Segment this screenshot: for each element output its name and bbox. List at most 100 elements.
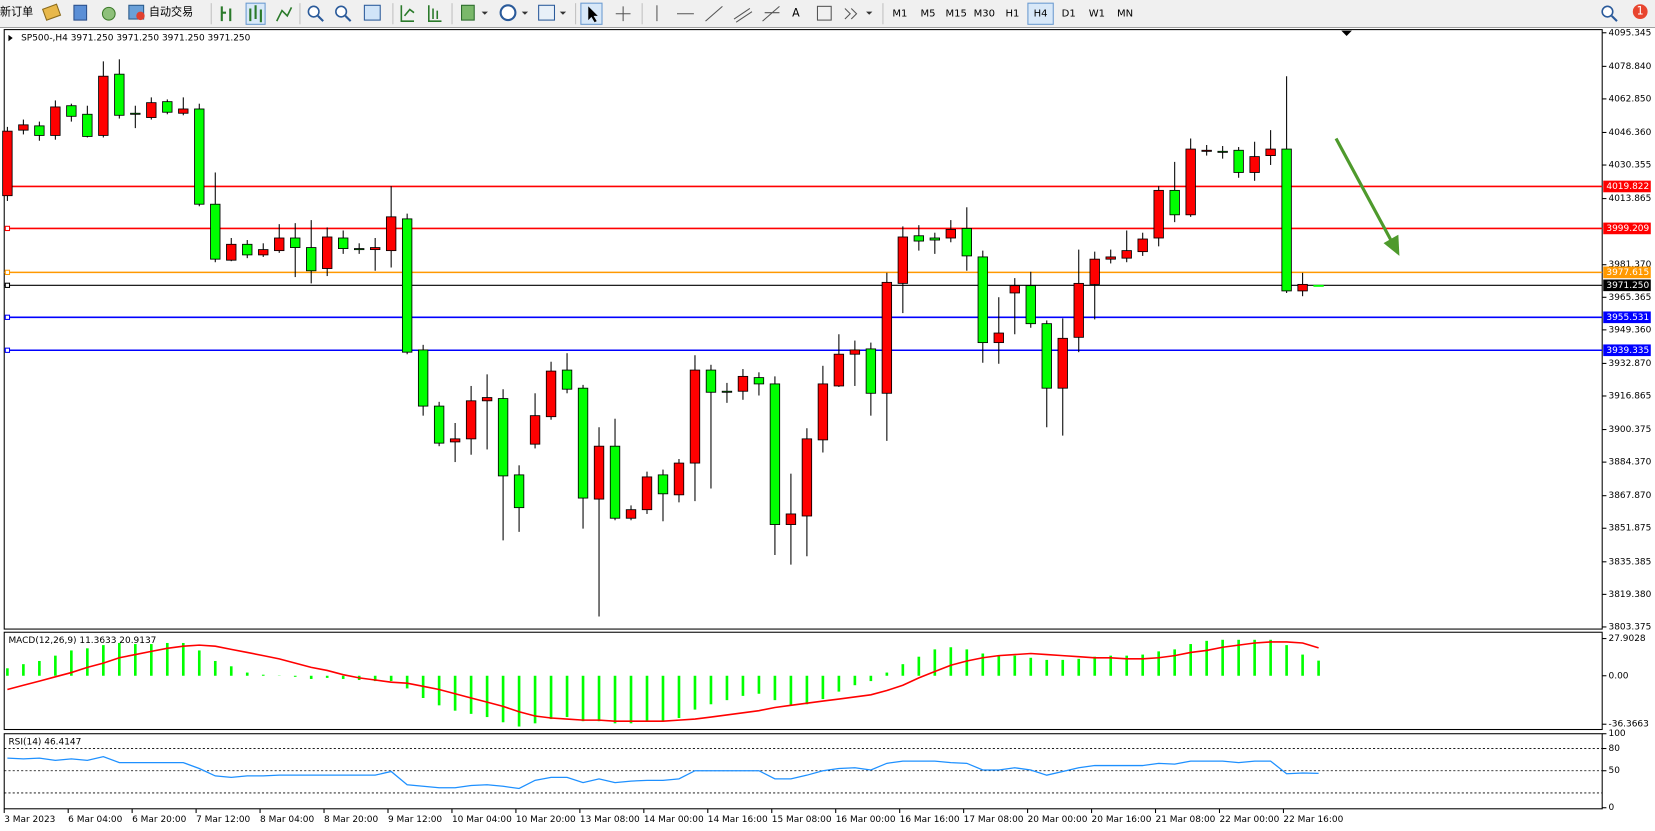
candle-body [18,124,29,131]
timeframe-button[interactable]: W1 [1089,9,1105,20]
price-label: 3977.615 [1606,268,1649,278]
icon-trendline[interactable] [705,5,723,22]
icon-signals[interactable] [101,6,116,21]
icon-line[interactable] [276,7,293,22]
x-tick-label: 22 Mar 00:00 [1219,815,1279,825]
notification-badge[interactable] [1632,4,1648,20]
y-tick-label: 3949.360 [1609,325,1652,335]
icon-zoom-out[interactable] [335,5,348,18]
y-tick-label: 50 [1609,766,1621,776]
candle-body [1073,282,1084,338]
candle-body [833,353,845,387]
candle-body [737,375,749,392]
search[interactable] [1601,5,1614,18]
signal-line [7,641,1319,722]
timeframe-button[interactable]: D1 [1062,9,1076,20]
icon-tile[interactable] [363,4,381,21]
icon-autoscroll[interactable] [400,5,415,22]
x-tick-label: 10 Mar 04:00 [452,815,512,825]
candle-body [977,256,988,344]
panel-title: RSI(14) 46.4147 [8,738,81,748]
candle-body [34,125,45,136]
y-tick-label: 4078.840 [1609,62,1652,72]
candle-body [689,369,701,464]
x-tick-label: 6 Mar 04:00 [68,815,122,825]
candle-body [801,438,813,517]
y-tick-label: 100 [1609,729,1626,739]
candle-body [897,236,909,284]
y-tick-label: 4046.360 [1609,128,1652,138]
candle-body [1265,148,1276,157]
candle-body [881,281,893,394]
x-tick-label: 20 Mar 00:00 [1028,815,1088,825]
chart-area: 4095.345 4078.840 4062.850 4046.360 4030.355… [2,28,1652,825]
candle-body [657,474,669,495]
icon-arrows[interactable] [844,8,858,20]
candle-body [162,101,173,113]
icon-zoom-in[interactable] [307,5,320,18]
dropdown[interactable] [866,11,873,15]
icon-indicators[interactable] [461,4,475,21]
timeframe-button[interactable]: M1 [892,9,907,20]
timeframe-button[interactable]: H1 [1005,9,1019,20]
price-label: 3939.335 [1606,346,1649,356]
timeframe-button[interactable]: H4 [1034,9,1048,20]
candle-body [417,349,429,407]
y-tick-label: 4013.865 [1609,194,1652,204]
y-tick-label: 0.00 [1609,671,1629,681]
y-tick-label: 4030.355 [1609,161,1652,171]
annotation-arrowhead [1383,234,1400,256]
chart-shift-marker [1341,30,1352,36]
icon-channel[interactable] [733,8,753,23]
timeframe-button[interactable]: MN [1117,9,1133,20]
icon-label[interactable] [816,5,832,21]
candle-body [114,73,125,116]
price-label-bg [1603,180,1651,193]
candle-body [849,349,861,355]
candle-body [178,108,189,114]
level-handle [4,347,11,353]
dropdown[interactable] [559,11,567,15]
candle-body [322,236,333,269]
symbol-marker [8,34,13,42]
price-label-bg [1603,266,1651,279]
candle-body [1153,189,1164,239]
y-tick-label: 27.9028 [1609,634,1646,644]
candle-body [338,237,349,250]
candle-body [290,237,301,248]
dropdown[interactable] [521,11,529,15]
x-tick-label: 6 Mar 20:00 [132,815,186,825]
candle-body [66,105,77,117]
candle-body [1121,250,1132,259]
price-label: 3971.250 [1606,281,1649,291]
candle-body [258,249,269,256]
icon-data[interactable] [73,4,88,21]
y-tick-label: 3900.375 [1609,425,1652,435]
icon-periods[interactable] [499,4,517,22]
timeframe-button[interactable]: M15 [945,9,966,20]
candle-body [306,247,317,272]
price-label-bg [1603,279,1651,292]
icon-bars[interactable] [220,6,232,22]
panel-title: MACD(12,26,9) 11.3633 20.9137 [8,636,156,646]
icon-crosshair[interactable] [615,6,631,22]
dropdown[interactable] [481,11,488,15]
candle-body [1281,148,1292,292]
timeframe-button[interactable]: M30 [974,9,995,20]
icon-fibo[interactable] [762,5,780,22]
icon-market[interactable] [41,3,62,21]
candle-body [1137,238,1148,253]
icon-shift[interactable] [428,5,442,22]
auto-trading-button[interactable]: 自动交易 [149,5,193,19]
text-tool[interactable]: A [792,7,800,20]
icon-templates[interactable] [538,4,556,21]
candle-body [2,130,13,197]
timeframe-button[interactable]: M5 [920,9,935,20]
panel [3,631,1603,731]
candle-body [817,383,829,441]
candle-body [609,445,621,519]
new-order-button[interactable]: 新订单 [0,5,33,19]
candle-body [673,462,685,496]
